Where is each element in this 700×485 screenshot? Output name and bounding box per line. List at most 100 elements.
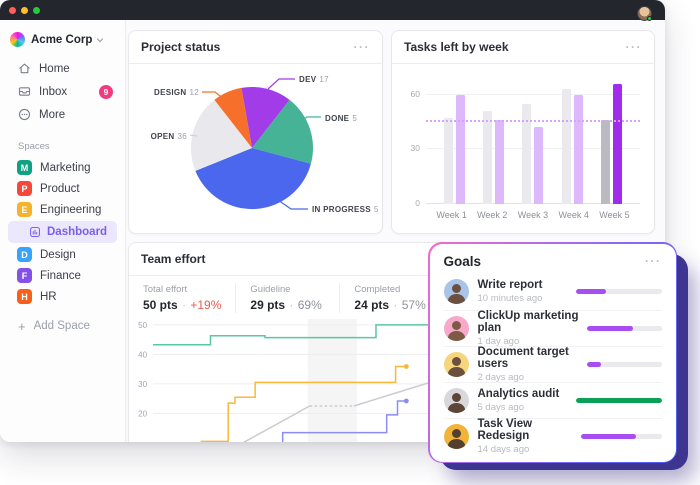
pie-slice-dev[interactable] bbox=[241, 86, 290, 148]
bar-baseline[interactable] bbox=[522, 103, 532, 204]
line-series-guideline-rise[interactable] bbox=[232, 405, 311, 442]
workspace-switcher[interactable]: Acme Corp bbox=[0, 30, 125, 57]
goal-row[interactable]: ClickUp marketing plan 1 day ago bbox=[443, 309, 662, 347]
goals-card: Goals ··· Write report 10 minutes ago Clic… bbox=[428, 242, 677, 463]
sidebar-space-product[interactable]: P Product bbox=[0, 178, 125, 199]
goal-row[interactable]: Task View Redesign 14 days ago bbox=[443, 417, 662, 455]
card-menu-button[interactable]: ··· bbox=[625, 40, 642, 54]
bar-group-week-1 bbox=[444, 80, 466, 204]
bar-y-tick: 0 bbox=[415, 198, 420, 208]
add-space-button[interactable]: + Add Space bbox=[0, 315, 125, 337]
sidebar-item-home[interactable]: Home bbox=[0, 57, 125, 80]
traffic-light-minimize-icon[interactable] bbox=[21, 6, 28, 14]
bar-gridline bbox=[426, 148, 640, 150]
goal-row[interactable]: Document target users 2 days ago bbox=[443, 345, 662, 383]
online-status-dot bbox=[647, 16, 652, 21]
space-label: Engineering bbox=[40, 203, 102, 216]
pie-label: IN PROGRESS 5 bbox=[312, 205, 379, 214]
plus-icon: + bbox=[18, 318, 26, 334]
bar-tasks-left[interactable] bbox=[612, 83, 622, 204]
sidebar-space-marketing[interactable]: M Marketing bbox=[0, 157, 125, 178]
bar-gridline bbox=[426, 203, 640, 204]
add-space-label: Add Space bbox=[33, 320, 90, 332]
line-series-completed[interactable] bbox=[281, 400, 407, 442]
card-menu-button[interactable]: ··· bbox=[645, 254, 662, 268]
pie-label: DESIGN 12 bbox=[154, 88, 199, 97]
traffic-light-close-icon[interactable] bbox=[9, 6, 16, 14]
bar-chart-x-labels: Week 1 Week 2 Week 3 Week 4 Week 5 bbox=[426, 210, 640, 220]
pie-slice-done[interactable] bbox=[252, 99, 313, 164]
line-chart-highlight-band bbox=[307, 319, 357, 442]
card-title: Team effort bbox=[141, 252, 206, 266]
line-series-total-effort[interactable] bbox=[200, 365, 407, 442]
team-effort-stats: Total effort 50 pts · +19% Guideline 29 pts… bbox=[129, 276, 654, 319]
tasks-left-bar-chart: 0 30 60 bbox=[411, 80, 640, 208]
sidebar-item-inbox[interactable]: Inbox 9 bbox=[0, 80, 125, 103]
space-label: HR bbox=[40, 290, 57, 303]
space-label: Finance bbox=[40, 269, 81, 282]
sidebar-space-design[interactable]: D Design bbox=[0, 244, 125, 265]
workspace-name: Acme Corp bbox=[31, 33, 93, 46]
traffic-light-zoom-icon[interactable] bbox=[33, 6, 40, 14]
goal-row[interactable]: Analytics audit 5 days ago bbox=[443, 381, 662, 418]
line-endpoint-dot bbox=[403, 398, 409, 404]
inbox-badge: 9 bbox=[99, 84, 113, 99]
goal-row[interactable]: Write report 10 minutes ago bbox=[443, 274, 662, 310]
line-series-scope[interactable] bbox=[153, 324, 448, 346]
bar-x-label: Week 2 bbox=[477, 210, 508, 220]
bar-tasks-left[interactable] bbox=[495, 120, 505, 204]
bar-x-label: Week 1 bbox=[436, 210, 467, 220]
sidebar-space-engineering[interactable]: E Engineering bbox=[0, 199, 125, 220]
goal-timestamp: 5 days ago bbox=[477, 401, 524, 413]
pie-label: OPEN 36 bbox=[151, 132, 188, 141]
pie-slice-in-progress[interactable] bbox=[195, 148, 311, 210]
line-y-tick: 40 bbox=[138, 350, 147, 359]
workspace-logo-icon bbox=[10, 32, 25, 47]
line-y-tick: 20 bbox=[138, 409, 147, 418]
pie-leader-line bbox=[267, 78, 295, 90]
pie-leader-line bbox=[202, 91, 226, 101]
bar-baseline[interactable] bbox=[561, 89, 571, 204]
bar-gridline bbox=[426, 93, 640, 95]
sidebar-item-more[interactable]: More bbox=[0, 103, 125, 126]
card-menu-button[interactable]: ··· bbox=[353, 40, 370, 54]
bar-baseline[interactable] bbox=[600, 120, 610, 204]
sidebar-item-label: More bbox=[39, 108, 66, 121]
bar-baseline[interactable] bbox=[483, 111, 493, 204]
sidebar: Acme Corp Home Inbox 9 More Spaces M bbox=[0, 20, 126, 442]
window-titlebar bbox=[0, 0, 665, 21]
sidebar-space-finance[interactable]: F Finance bbox=[0, 265, 125, 286]
more-icon bbox=[18, 108, 31, 121]
space-avatar: H bbox=[17, 289, 32, 304]
goal-avatar bbox=[443, 387, 469, 413]
bar-baseline[interactable] bbox=[444, 118, 454, 204]
bar-group-week-2 bbox=[483, 80, 505, 204]
sidebar-space-hr[interactable]: H HR bbox=[0, 286, 125, 307]
goal-timestamp: 10 minutes ago bbox=[477, 293, 543, 304]
home-icon bbox=[19, 63, 30, 74]
space-avatar: P bbox=[17, 181, 32, 196]
goal-avatar bbox=[443, 315, 469, 341]
pie-leader-line bbox=[189, 134, 198, 137]
pie-slice-open[interactable] bbox=[190, 99, 252, 171]
inbox-icon bbox=[18, 87, 31, 96]
user-avatar[interactable] bbox=[637, 6, 652, 21]
bar-tasks-left[interactable] bbox=[573, 94, 583, 204]
space-label: Product bbox=[40, 182, 80, 195]
line-y-tick: 50 bbox=[138, 321, 147, 330]
goal-progress-bar bbox=[575, 289, 662, 294]
stat-completed: Completed 24 pts · 57% bbox=[339, 283, 443, 313]
bar-tasks-left[interactable] bbox=[456, 94, 466, 204]
pie-slice-design[interactable] bbox=[214, 87, 252, 148]
line-endpoint-dot bbox=[403, 364, 409, 369]
bar-x-label: Week 4 bbox=[558, 210, 589, 220]
card-title: Project status bbox=[141, 40, 221, 54]
space-label: Marketing bbox=[40, 161, 91, 174]
goal-avatar bbox=[443, 279, 469, 304]
bar-tasks-left[interactable] bbox=[534, 127, 544, 204]
sidebar-item-dashboard-active[interactable]: Dashboard bbox=[8, 221, 117, 243]
sidebar-item-label: Dashboard bbox=[47, 226, 108, 238]
pie-leader-line bbox=[297, 116, 321, 125]
goal-progress-bar bbox=[575, 397, 662, 403]
pie-label: DONE 5 bbox=[325, 114, 357, 123]
